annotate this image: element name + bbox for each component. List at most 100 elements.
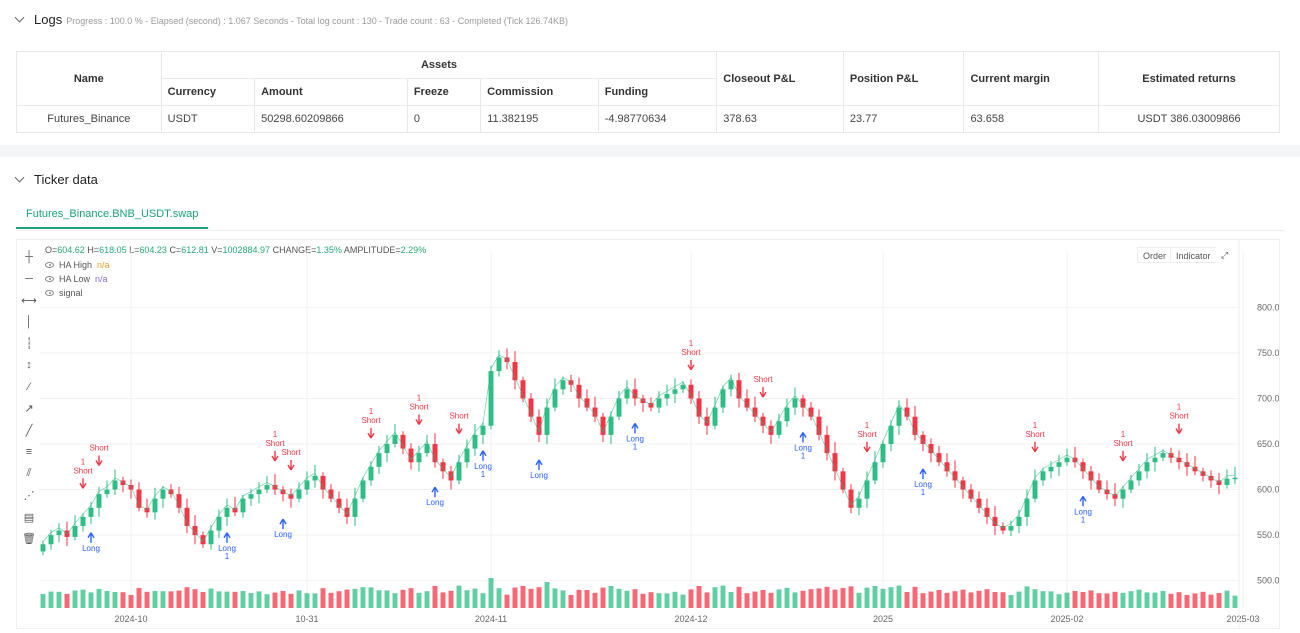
signal-count: 1	[81, 457, 86, 466]
candle-body	[440, 462, 446, 472]
cell-amount: 50298.60209866	[254, 105, 408, 133]
volume-bar	[1152, 592, 1158, 608]
vertical-segment-icon[interactable]: ┆	[25, 338, 33, 351]
volume-bar	[848, 586, 854, 608]
signal-count: 1	[865, 421, 870, 430]
candle-body	[416, 453, 422, 463]
candle-body	[360, 480, 366, 499]
candle-body	[200, 535, 206, 545]
volume-bar	[384, 590, 390, 608]
horizontal-line-icon[interactable]: ─	[25, 272, 33, 285]
segment-icon[interactable]: ╱	[25, 424, 33, 437]
candle-body	[1152, 457, 1158, 463]
chevron-down-icon[interactable]	[14, 172, 25, 183]
candle-body	[712, 407, 718, 426]
volume-bar	[248, 593, 254, 608]
o-value: 604.62	[57, 245, 85, 255]
candle-body	[952, 471, 958, 481]
candle-body	[824, 434, 830, 454]
legend-ha-low[interactable]: HA Low n/a	[45, 274, 108, 284]
eye-icon[interactable]	[45, 290, 54, 296]
change-label: CHANGE=	[272, 245, 317, 255]
signal-count: 1	[801, 452, 806, 461]
volume-bar	[344, 589, 350, 608]
candle-body	[832, 453, 838, 472]
legend-ha-high[interactable]: HA High n/a	[45, 260, 110, 270]
candle-body	[488, 371, 494, 426]
price-chart[interactable]: 800.000 750.000 700.000 650.000 600.000 550.0…	[17, 240, 1279, 628]
trash-icon[interactable]: 🗑	[22, 533, 36, 546]
amp-value: 2.29%	[400, 245, 427, 255]
col-margin: Current margin	[963, 51, 1100, 106]
volume-bar	[232, 591, 238, 608]
candle-body	[304, 480, 310, 490]
volume-bar	[696, 586, 702, 608]
volume-bar	[936, 590, 942, 608]
ray-line-icon[interactable]: ↗	[24, 403, 34, 416]
candle-body	[160, 489, 166, 499]
eye-icon[interactable]	[45, 262, 54, 268]
candle-body	[432, 444, 438, 463]
signal-count: 1	[369, 407, 374, 416]
candle-body	[496, 357, 502, 372]
candle-body	[472, 434, 478, 449]
candle-body	[944, 462, 950, 472]
signal-count: 1	[1177, 403, 1182, 412]
long-arrow-icon	[87, 532, 95, 543]
volume-bar	[1096, 593, 1102, 608]
trend-line-icon[interactable]: ⁄	[28, 380, 30, 393]
order-button[interactable]: Order	[1137, 247, 1173, 263]
eye-icon[interactable]	[45, 276, 54, 282]
parallel-channel-icon[interactable]: ⫽	[26, 467, 32, 480]
candle-body	[208, 530, 214, 545]
candle-body	[880, 444, 886, 463]
signal-count: 1	[417, 393, 422, 402]
x-tick-label: 2025-02	[1050, 614, 1083, 624]
candle-body	[736, 380, 742, 399]
logs-header[interactable]: Logs Progress : 100.0 % - Elapsed (secon…	[14, 12, 568, 27]
chevron-down-icon[interactable]	[14, 12, 25, 23]
volume-bar	[160, 591, 166, 608]
candle-body	[592, 407, 598, 417]
vertical-line-icon[interactable]: │	[25, 315, 33, 328]
short-signal-label: Short	[281, 448, 301, 457]
candle-body	[1016, 516, 1022, 526]
legend-signal[interactable]: signal	[45, 288, 83, 298]
candle-body	[376, 453, 382, 467]
col-position: Position P&L	[842, 51, 965, 106]
volume-bar	[904, 592, 910, 608]
candle-body	[1120, 489, 1126, 499]
candle-body	[56, 530, 62, 536]
ticker-header[interactable]: Ticker data	[14, 172, 98, 187]
candle-body	[328, 489, 334, 499]
price-channel-icon[interactable]: ≡	[25, 446, 33, 459]
volume-bar	[840, 588, 846, 608]
col-currency: Currency	[160, 78, 256, 106]
ruler-icon[interactable]: ▤	[23, 511, 35, 524]
fibonacci-icon[interactable]: ⋰	[23, 489, 35, 502]
candle-body	[608, 416, 614, 435]
volume-bar	[472, 588, 478, 608]
candle-body	[192, 526, 198, 536]
vertical-ray-icon[interactable]: ↕	[26, 359, 32, 372]
candle-body	[1208, 475, 1214, 481]
fullscreen-icon[interactable]: ⤢	[1216, 247, 1234, 263]
l-label: L=	[129, 245, 140, 255]
ticker-title: Ticker data	[34, 172, 98, 187]
short-signal-label: Short	[753, 375, 773, 384]
horizontal-ray-icon[interactable]: ⟷	[21, 294, 37, 307]
volume-bar	[1144, 592, 1150, 608]
candle-body	[288, 494, 294, 499]
y-tick-label: 500.000	[1257, 576, 1279, 586]
candle-body	[1200, 471, 1206, 476]
short-arrow-icon	[1119, 450, 1127, 462]
short-signal-label: Short	[1169, 412, 1189, 421]
chart-container[interactable]: ┼ ─ ⟷ │ ┆ ↕ ⁄ ↗ ╱ ≡ ⫽ ⋰ ▤ 🗑 O=604.62 H=6…	[16, 239, 1280, 629]
candle-body	[136, 489, 142, 508]
long-signal-label: Long	[274, 530, 292, 539]
long-signal-label: Long	[218, 544, 236, 553]
crosshair-icon[interactable]: ┼	[25, 250, 33, 263]
candle-body	[904, 407, 910, 417]
candle-body	[984, 507, 990, 517]
tab-bnb-usdt-swap[interactable]: Futures_Binance.BNB_USDT.swap	[16, 199, 209, 229]
